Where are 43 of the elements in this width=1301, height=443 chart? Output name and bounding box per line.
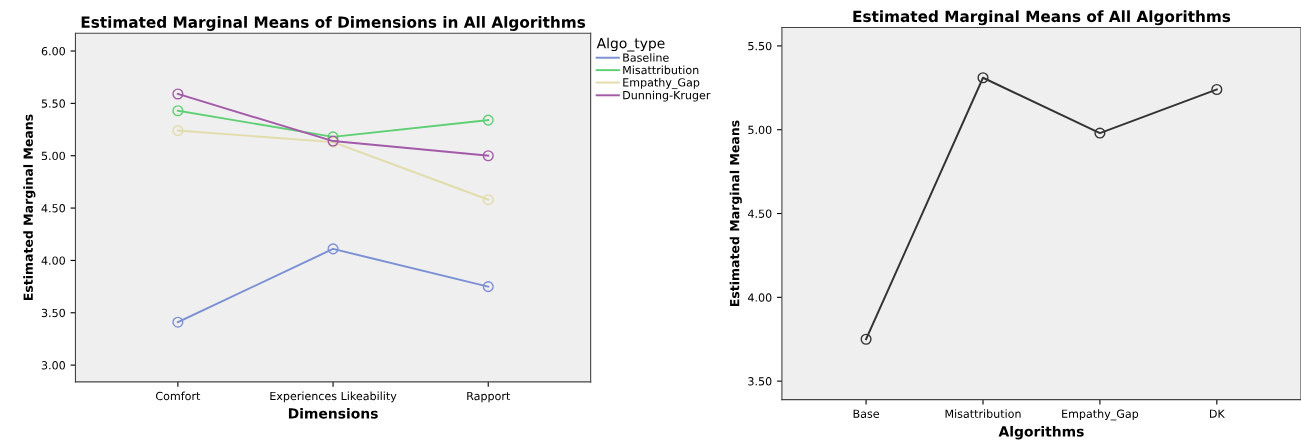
y-tick-label: 4.50	[747, 209, 772, 218]
x-tick-label: Comfort	[155, 391, 201, 401]
point	[482, 281, 494, 293]
y-tick-label: 6.00	[41, 47, 65, 56]
y-tick-label: 5.00	[41, 151, 65, 161]
y-tick-label: 3.00	[41, 361, 65, 370]
point	[327, 243, 339, 255]
point	[482, 194, 494, 206]
y-tick-label: 4.00	[747, 293, 772, 302]
point	[172, 125, 184, 137]
x-tick-label: Base	[853, 409, 880, 418]
x-axis-title: Algorithms	[998, 425, 1084, 440]
y-axis-title: Estimated Marginal Means	[23, 114, 36, 301]
y-axis-title: Estimated Marginal Means	[729, 120, 742, 307]
y-tick-label: 4.00	[41, 256, 65, 265]
y-tick-label: 5.50	[748, 41, 772, 51]
y-tick-label: 3.50	[41, 308, 65, 318]
point	[482, 114, 494, 126]
chart-title: Estimated Marginal Means of All Algorithms	[853, 10, 1231, 26]
point	[172, 88, 184, 100]
point	[482, 150, 494, 162]
x-tick-label: Empathy_Gap	[1062, 409, 1139, 421]
y-tick-label: 3.50	[748, 377, 772, 386]
chart-title: Estimated Marginal Means of Dimensions in All Algorithms	[81, 16, 586, 31]
x-tick-label: Misattribution	[945, 409, 1021, 418]
legend-label: Baseline	[623, 53, 669, 62]
x-tick-label: DK	[1209, 409, 1225, 418]
x-axis-title: Dimensions	[288, 407, 378, 419]
point	[860, 333, 872, 345]
y-tick-label: 5.00	[748, 125, 772, 135]
point	[1211, 83, 1223, 96]
point	[1094, 127, 1106, 139]
x-tick-label: Rapport	[467, 391, 511, 403]
legend-label: Misattribution	[623, 65, 699, 75]
y-tick-label: 5.50	[41, 99, 65, 108]
legend-label: Empathy_Gap	[623, 78, 700, 90]
x-tick-label: Experiences Likeability	[270, 391, 397, 403]
y-tick-label: 4.50	[41, 204, 65, 213]
point	[172, 316, 184, 328]
legend-label: Dunning-Kruger	[623, 90, 711, 102]
point	[977, 72, 989, 84]
legend-title: Algo_type	[596, 37, 665, 52]
point	[172, 105, 184, 117]
